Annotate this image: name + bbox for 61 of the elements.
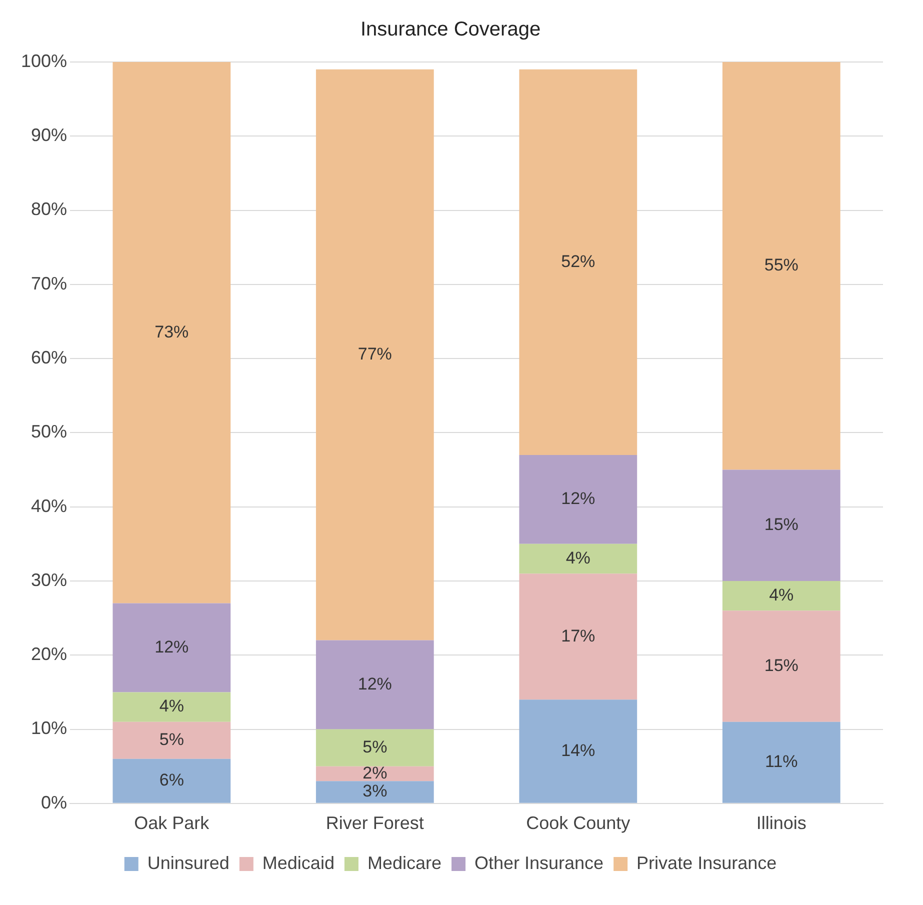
legend-label: Medicare — [367, 852, 442, 873]
bar — [722, 610, 840, 722]
bar — [112, 722, 231, 759]
data-label: 17% — [561, 626, 596, 646]
data-label: 11% — [764, 752, 798, 772]
data-label: 14% — [561, 740, 596, 760]
data-label: 4% — [769, 585, 794, 604]
y-tick-label: 10% — [31, 718, 68, 738]
legend-label: Uninsured — [147, 852, 230, 873]
y-tick-label: 20% — [31, 644, 68, 664]
y-tick-label: 80% — [31, 199, 68, 220]
x-tick-label: Cook County — [526, 813, 630, 834]
bar — [722, 62, 840, 470]
bar — [112, 62, 231, 604]
bar — [519, 574, 638, 700]
x-tick-label: River Forest — [326, 813, 424, 834]
data-label: 4% — [566, 548, 590, 568]
data-label: 55% — [764, 256, 798, 275]
data-label: 12% — [154, 637, 189, 656]
bar — [722, 722, 840, 803]
bar — [316, 766, 434, 782]
data-label: 15% — [764, 656, 798, 675]
y-tick-label: 0% — [41, 792, 68, 812]
bar — [316, 729, 434, 766]
bar — [112, 758, 231, 803]
data-label: 5% — [362, 737, 388, 756]
data-label: 2% — [362, 763, 388, 782]
x-tick-label: Illinois — [756, 813, 806, 834]
bar — [519, 700, 638, 803]
bar — [112, 692, 231, 722]
y-tick-label: 40% — [31, 496, 68, 516]
data-label: 12% — [561, 489, 596, 508]
bar — [722, 470, 840, 581]
bar — [519, 69, 638, 455]
bar — [316, 781, 434, 803]
y-tick-label: 70% — [31, 273, 68, 294]
y-tick-label: 90% — [31, 125, 68, 146]
bar — [316, 69, 434, 640]
x-tick-label: Oak Park — [134, 813, 210, 834]
y-tick-label: 50% — [31, 422, 68, 442]
bar — [519, 544, 638, 574]
y-tick-label: 60% — [31, 348, 68, 368]
bar — [519, 454, 638, 544]
data-label: 4% — [159, 696, 184, 716]
chart-title: Insurance Coverage — [360, 18, 541, 41]
data-label: 73% — [154, 322, 189, 342]
legend-label: Medicaid — [262, 852, 334, 873]
data-label: 6% — [159, 770, 184, 790]
data-label: 3% — [362, 782, 388, 801]
data-label: 15% — [764, 515, 798, 534]
data-label: 12% — [358, 674, 392, 694]
legend-label: Private Insurance — [636, 852, 777, 873]
data-label: 52% — [561, 252, 596, 271]
bar — [722, 580, 840, 611]
legend-label: Other Insurance — [474, 852, 604, 873]
y-tick-label: 30% — [31, 570, 68, 590]
y-tick-label: 100% — [20, 50, 68, 71]
bar — [112, 603, 231, 692]
data-label: 5% — [159, 730, 184, 750]
data-label: 77% — [358, 344, 392, 364]
bar — [316, 640, 434, 730]
